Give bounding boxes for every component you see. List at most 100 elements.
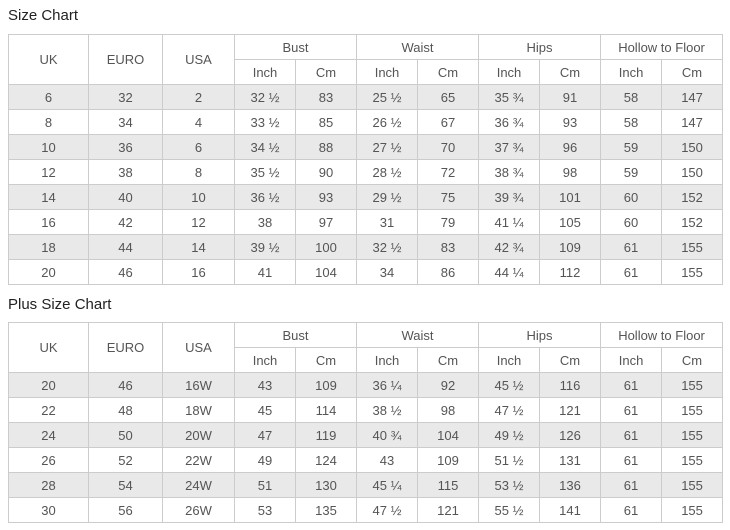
table-row: 8 34 4 33 ½ 85 26 ½ 67 36 ¾ 93 58 147 <box>8 109 724 135</box>
table-cell: 42 <box>88 209 163 235</box>
table-cell: 40 ¾ <box>356 422 419 448</box>
table-cell: 61 <box>600 234 663 260</box>
table-cell: 22 <box>8 397 89 423</box>
table-cell: 51 ½ <box>478 447 541 473</box>
unit-header-cm: Cm <box>417 347 480 373</box>
table-cell: 86 <box>417 259 480 285</box>
table-cell: 50 <box>88 422 163 448</box>
table-cell: 44 ¼ <box>478 259 541 285</box>
unit-header-cm: Cm <box>294 59 358 85</box>
column-header-usa: USA <box>162 322 235 373</box>
table-cell: 33 ½ <box>234 109 296 135</box>
table-cell: 61 <box>600 372 663 398</box>
table-cell: 34 <box>356 259 419 285</box>
table-cell: 29 ½ <box>356 184 419 210</box>
table-cell: 53 ½ <box>478 472 541 498</box>
table-cell: 155 <box>661 497 724 523</box>
table-cell: 61 <box>600 497 663 523</box>
table-cell: 98 <box>417 397 480 423</box>
table-cell: 38 ¾ <box>478 159 541 185</box>
table-cell: 34 ½ <box>234 134 296 160</box>
table-cell: 20W <box>162 422 235 448</box>
unit-header-inch: Inch <box>600 347 663 373</box>
table-cell: 150 <box>661 159 724 185</box>
column-header-euro: EURO <box>88 322 163 373</box>
table-cell: 105 <box>539 209 602 235</box>
table-cell: 136 <box>539 472 602 498</box>
table-cell: 59 <box>600 134 663 160</box>
table-cell: 56 <box>88 497 163 523</box>
table-cell: 42 ¾ <box>478 234 541 260</box>
table-cell: 14 <box>8 184 89 210</box>
table-row: 30 56 26W 53 135 47 ½ 121 55 ½ 141 61 155 <box>8 497 724 523</box>
unit-header-inch: Inch <box>234 59 296 85</box>
table-cell: 47 ½ <box>478 397 541 423</box>
table-cell: 152 <box>661 184 724 210</box>
table-row: 20 46 16 41 104 34 86 44 ¼ 112 61 155 <box>8 259 724 285</box>
table-cell: 60 <box>600 184 663 210</box>
table-cell: 75 <box>417 184 480 210</box>
table-cell: 31 <box>356 209 419 235</box>
table-cell: 12 <box>162 209 235 235</box>
group-header-hollow-to-floor: Hollow to Floor <box>600 322 724 348</box>
table-cell: 4 <box>162 109 235 135</box>
table-cell: 147 <box>661 109 724 135</box>
table-cell: 40 <box>88 184 163 210</box>
table-cell: 112 <box>539 259 602 285</box>
table-cell: 155 <box>661 234 724 260</box>
size-chart-title: Size Chart <box>8 7 79 24</box>
table-cell: 20 <box>8 259 89 285</box>
table-row: 26 52 22W 49 124 43 109 51 ½ 131 61 155 <box>8 447 724 473</box>
unit-header-cm: Cm <box>661 59 724 85</box>
table-cell: 83 <box>417 234 480 260</box>
table-cell: 47 <box>234 422 296 448</box>
table-cell: 16 <box>162 259 235 285</box>
column-header-uk: UK <box>8 322 89 373</box>
table-cell: 155 <box>661 397 724 423</box>
table-cell: 24W <box>162 472 235 498</box>
table-cell: 26 <box>8 447 89 473</box>
table-cell: 116 <box>539 372 602 398</box>
table-cell: 115 <box>417 472 480 498</box>
table-cell: 43 <box>234 372 296 398</box>
table-cell: 18W <box>162 397 235 423</box>
table-cell: 155 <box>661 422 724 448</box>
table-cell: 44 <box>88 234 163 260</box>
table-cell: 58 <box>600 84 663 110</box>
table-cell: 96 <box>539 134 602 160</box>
table-cell: 39 ½ <box>234 234 296 260</box>
table-cell: 49 <box>234 447 296 473</box>
table-cell: 60 <box>600 209 663 235</box>
table-cell: 98 <box>539 159 602 185</box>
table-cell: 36 ¼ <box>356 372 419 398</box>
table-cell: 141 <box>539 497 602 523</box>
table-cell: 14 <box>162 234 235 260</box>
table-cell: 35 ¾ <box>478 84 541 110</box>
table-cell: 48 <box>88 397 163 423</box>
column-header-euro: EURO <box>88 34 163 85</box>
table-cell: 101 <box>539 184 602 210</box>
table-cell: 12 <box>8 159 89 185</box>
table-cell: 45 ½ <box>478 372 541 398</box>
table-cell: 155 <box>661 447 724 473</box>
table-cell: 37 ¾ <box>478 134 541 160</box>
size-chart-table-body: 6 32 2 32 ½ 83 25 ½ 65 35 ¾ 91 58 147 8 34 4 33 ½ 85 26 … <box>8 84 724 285</box>
table-cell: 104 <box>294 259 358 285</box>
table-cell: 41 <box>234 259 296 285</box>
table-row: 18 44 14 39 ½ 100 32 ½ 83 42 ¾ 109 61 155 <box>8 234 724 260</box>
table-cell: 147 <box>661 84 724 110</box>
plus-size-chart-title: Plus Size Chart <box>8 296 112 313</box>
table-cell: 121 <box>417 497 480 523</box>
table-cell: 109 <box>417 447 480 473</box>
table-cell: 26W <box>162 497 235 523</box>
table-cell: 109 <box>294 372 358 398</box>
table-row: 20 46 16W 43 109 36 ¼ 92 45 ½ 116 61 155 <box>8 372 724 398</box>
table-cell: 46 <box>88 259 163 285</box>
table-cell: 121 <box>539 397 602 423</box>
table-cell: 53 <box>234 497 296 523</box>
table-cell: 83 <box>294 84 358 110</box>
table-cell: 79 <box>417 209 480 235</box>
table-cell: 32 ½ <box>356 234 419 260</box>
table-cell: 72 <box>417 159 480 185</box>
